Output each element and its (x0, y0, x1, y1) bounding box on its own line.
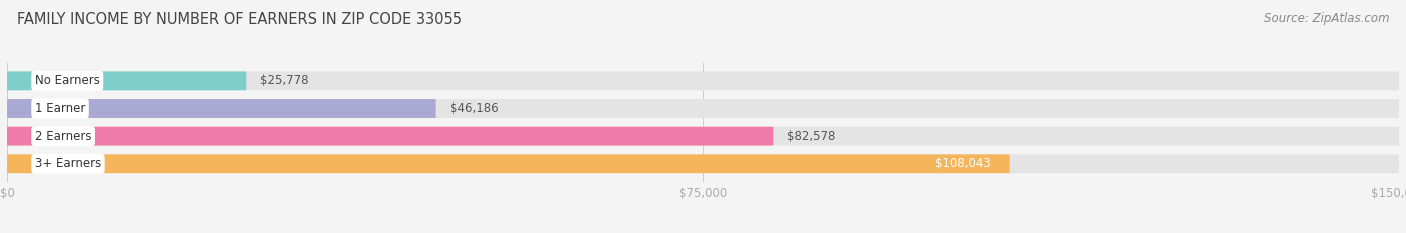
FancyBboxPatch shape (7, 127, 1399, 146)
FancyBboxPatch shape (7, 154, 1010, 173)
FancyBboxPatch shape (7, 154, 1399, 173)
FancyBboxPatch shape (7, 72, 1399, 90)
Text: Source: ZipAtlas.com: Source: ZipAtlas.com (1264, 12, 1389, 25)
FancyBboxPatch shape (7, 127, 773, 146)
Text: 3+ Earners: 3+ Earners (35, 157, 101, 170)
FancyBboxPatch shape (7, 99, 436, 118)
Text: $46,186: $46,186 (450, 102, 498, 115)
Text: 1 Earner: 1 Earner (35, 102, 86, 115)
Text: FAMILY INCOME BY NUMBER OF EARNERS IN ZIP CODE 33055: FAMILY INCOME BY NUMBER OF EARNERS IN ZI… (17, 12, 463, 27)
Text: $82,578: $82,578 (787, 130, 835, 143)
Text: $25,778: $25,778 (260, 74, 309, 87)
Text: No Earners: No Earners (35, 74, 100, 87)
FancyBboxPatch shape (7, 99, 1399, 118)
FancyBboxPatch shape (7, 72, 246, 90)
Text: $108,043: $108,043 (935, 157, 991, 170)
Text: 2 Earners: 2 Earners (35, 130, 91, 143)
